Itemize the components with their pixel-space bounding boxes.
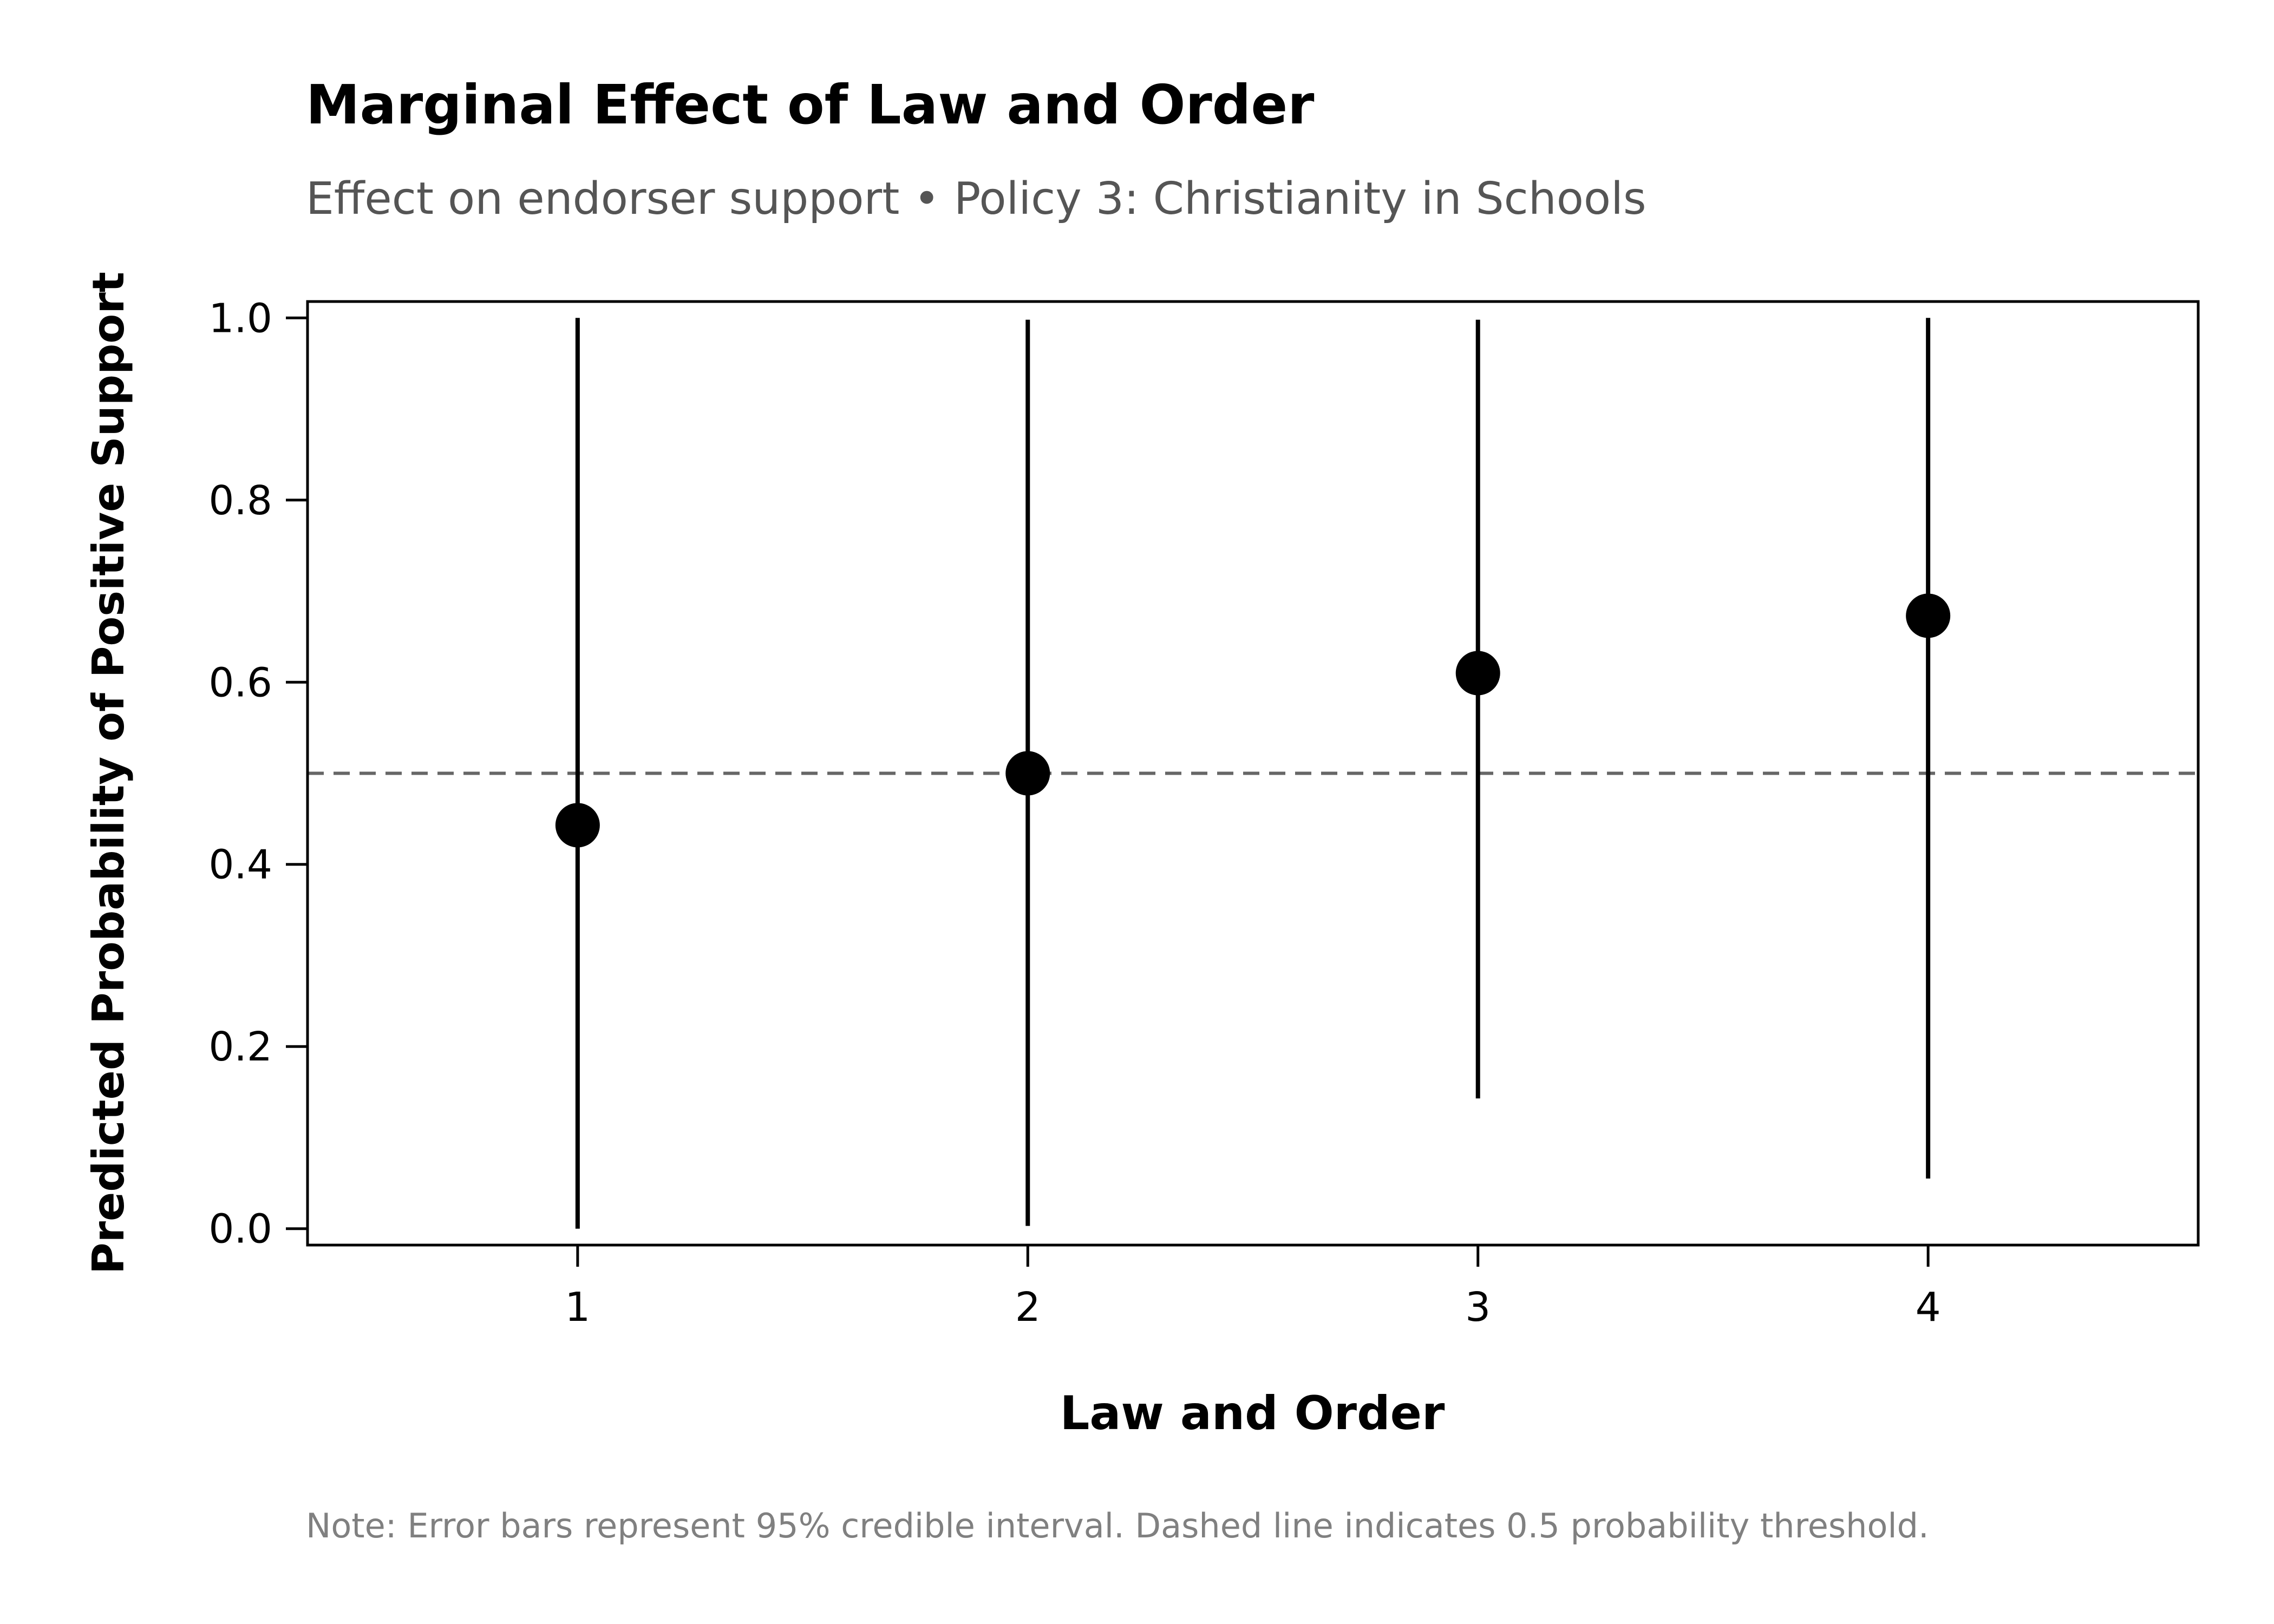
data-point [1906,593,1951,638]
x-tick-label: 4 [1916,1284,1941,1331]
y-tick-label: 0.6 [208,659,272,706]
chart-title: Marginal Effect of Law and Order [306,73,1315,136]
y-tick-label: 0.8 [208,477,272,524]
point-layer [555,593,1951,848]
y-tick-label: 0.4 [208,842,272,888]
y-tick-label: 0.0 [208,1206,272,1253]
y-axis: 0.0 0.2 0.4 0.6 0.8 1.0 [208,295,308,1253]
chart-subtitle: Effect on endorser support • Policy 3: C… [306,173,1646,225]
x-tick-label: 2 [1015,1284,1041,1331]
data-point [1455,651,1500,696]
y-tick-label: 0.2 [208,1024,272,1070]
y-axis-label: Predicted Probability of Positive Suppor… [83,272,134,1274]
y-tick-label: 1.0 [208,295,272,342]
data-point [1005,751,1050,796]
x-axis: 1 2 3 4 [565,1245,1941,1331]
x-axis-label: Law and Order [1060,1386,1445,1440]
x-tick-label: 1 [565,1284,590,1331]
data-point [555,803,600,848]
plot-frame [306,300,2200,1247]
chart-note: Note: Error bars represent 95% credible … [306,1506,1929,1546]
x-tick-label: 3 [1465,1284,1491,1331]
